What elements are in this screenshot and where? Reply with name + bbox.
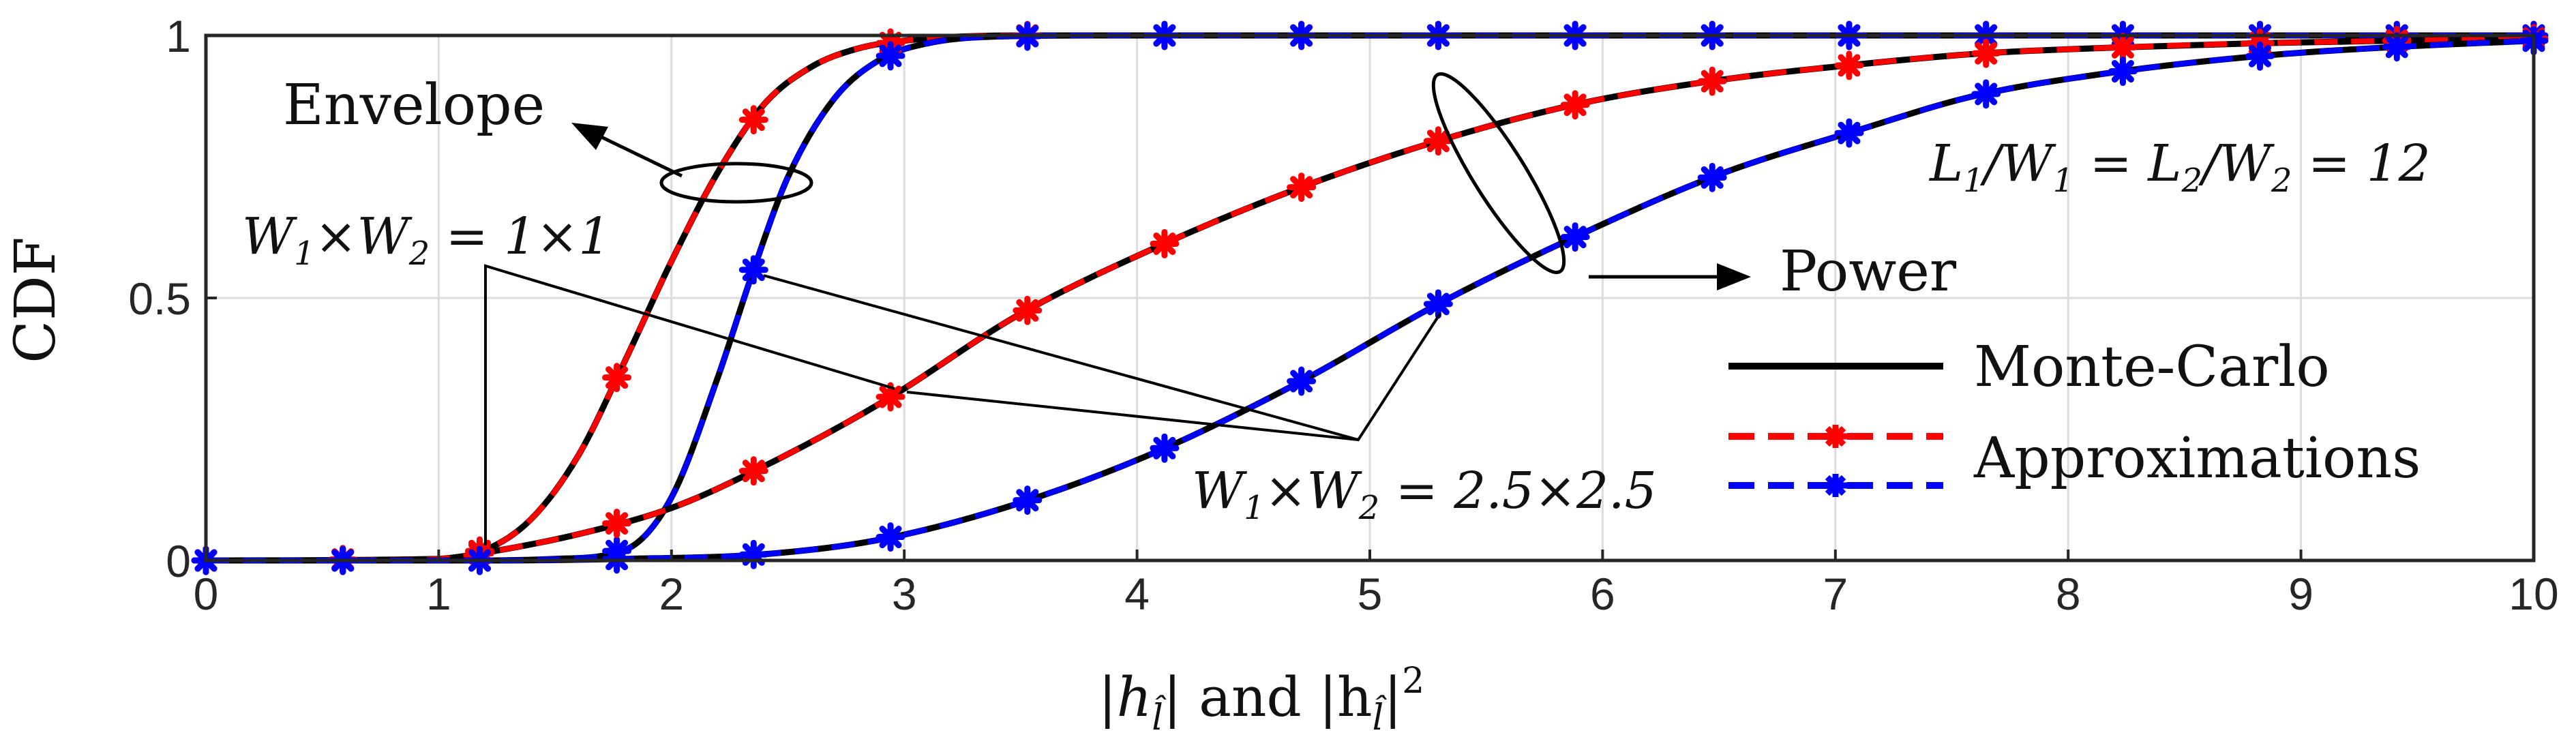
data-point xyxy=(738,255,768,285)
x-tick-label: 5 xyxy=(1358,569,1383,619)
x-label-part-1: |h xyxy=(1098,665,1152,729)
data-point xyxy=(738,539,768,569)
annotation-w-large: W1×W2 = 2.5×2.5 xyxy=(1192,462,1657,527)
x-label-part-2: | and |h xyxy=(1163,665,1373,729)
x-label-sup: 2 xyxy=(1402,661,1424,702)
x-tick-label: 3 xyxy=(892,569,917,619)
legend: Monte-Carlo Approximations xyxy=(1728,335,2421,497)
x-tick-label: 1 xyxy=(426,569,451,619)
data-point xyxy=(1560,90,1590,120)
axes xyxy=(204,33,2536,562)
data-point xyxy=(1697,162,1727,192)
legend-marker-blue xyxy=(1824,474,1847,497)
data-point xyxy=(1013,485,1043,515)
legend-label-approximations: Approximations xyxy=(1973,426,2421,491)
x-tick-label: 6 xyxy=(1590,569,1615,619)
data-point xyxy=(1697,66,1727,96)
data-point xyxy=(1423,289,1453,319)
data-point xyxy=(1150,433,1180,463)
approximation-curve-power-2.5x2.5 xyxy=(205,38,2534,564)
data-point xyxy=(2108,32,2138,62)
plot-frame xyxy=(204,33,2536,562)
envelope-arrow-line xyxy=(599,134,683,178)
annotations: Envelope Power L1/W1 = L2/W2 = 12 W1×W2 … xyxy=(242,72,2431,545)
data-point xyxy=(2108,57,2138,87)
annotation-power: Power xyxy=(1780,239,1957,304)
legend-label-monte-carlo: Monte-Carlo xyxy=(1974,335,2330,400)
x-tick-label: 8 xyxy=(2056,569,2081,619)
legend-marker-red xyxy=(1824,425,1847,448)
data-point xyxy=(875,522,905,552)
x-tick-label: 2 xyxy=(659,569,684,619)
annotation-envelope: Envelope xyxy=(283,73,545,138)
data-point xyxy=(602,363,632,393)
power-ellipse xyxy=(1431,72,1566,275)
data-point xyxy=(1423,126,1453,156)
data-point xyxy=(1013,295,1043,325)
data-point xyxy=(738,105,768,135)
power-arrowhead xyxy=(1717,263,1751,290)
envelope-arrowhead xyxy=(571,123,608,150)
data-point xyxy=(1150,228,1180,258)
y-tick-label: 0 xyxy=(166,536,191,586)
data-point xyxy=(602,509,632,539)
annotation-w-small: W1×W2 = 1×1 xyxy=(242,207,610,273)
data-point xyxy=(1834,50,1864,80)
w-large-pointer-2 xyxy=(906,391,1359,441)
envelope-ellipse xyxy=(659,162,813,204)
x-tick-label: 7 xyxy=(1823,569,1848,619)
x-label-part-3: | xyxy=(1383,665,1402,729)
y-tick-label: 0.5 xyxy=(128,273,191,324)
x-tick-label: 9 xyxy=(2288,569,2313,619)
x-tick-label: 4 xyxy=(1124,569,1150,619)
data-point xyxy=(1971,38,2001,68)
w-small-pointer xyxy=(484,264,895,545)
data-point xyxy=(1287,172,1317,202)
x-tick-label: 10 xyxy=(2508,569,2558,619)
data-point xyxy=(1287,366,1317,396)
data-point xyxy=(1834,118,1864,148)
x-tick-label: 0 xyxy=(194,569,219,619)
data-point xyxy=(2382,32,2412,62)
data-point xyxy=(1560,222,1590,252)
data-point xyxy=(875,382,905,412)
data-point xyxy=(2245,41,2275,71)
y-axis-label: CDF xyxy=(3,237,68,363)
tick-labels: 0 1 2 3 4 5 6 7 8 9 10 0 0.5 1 xyxy=(128,11,2558,619)
y-tick-label: 1 xyxy=(166,11,191,61)
data-point xyxy=(875,41,905,71)
annotation-ratio: L1/W1 = L2/W2 = 12 xyxy=(1928,134,2431,200)
data-point xyxy=(738,456,768,486)
x-axis-label: |hl̂| and |hl̂|2 xyxy=(1098,661,1425,738)
data-point xyxy=(1971,79,2001,109)
